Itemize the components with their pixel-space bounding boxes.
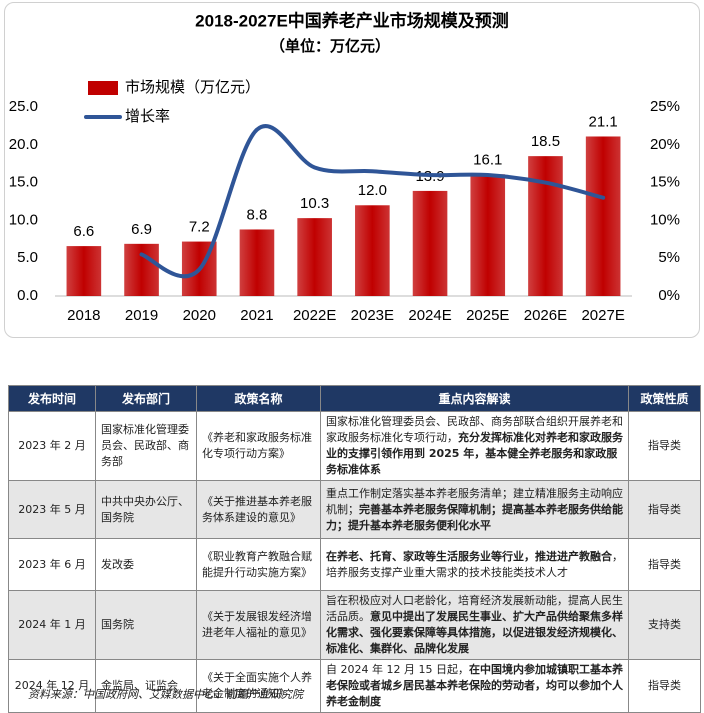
x-tick-label: 2024E — [408, 307, 451, 324]
content-text: 意见中提出了发展民生事业、扩大产品供给聚焦多样化需求、强化要素保障等具体措施，以… — [326, 610, 623, 655]
y2-tick-label: 0% — [658, 287, 680, 304]
name-cell: 《养老和家政服务标准化专项行动方案》 — [196, 411, 321, 481]
x-tick-label: 2027E — [581, 307, 624, 324]
y2-tick-label: 10% — [650, 211, 680, 228]
y2-tick-label: 15% — [650, 174, 680, 191]
bar — [66, 246, 102, 296]
content-text: 在养老、托育、家政等生活服务业等行业，推进进产教融合 — [326, 549, 612, 563]
source-note: 资料来源：中国政府网、艾媒数据中心、前瞻产业研究院 — [28, 688, 303, 701]
y-tick-label: 20.0 — [9, 136, 38, 153]
bar — [297, 218, 332, 296]
legend-swatch — [88, 81, 118, 95]
bar — [470, 174, 506, 296]
y-tick-label: 10.0 — [9, 211, 38, 228]
x-tick-label: 2026E — [524, 307, 567, 324]
name-cell: 《职业教育产教融合赋能提升行动实施方案》 — [196, 538, 321, 591]
chart-title: 2018-2027E中国养老产业市场规模及预测 — [195, 10, 509, 30]
table-row: 2023 年 6 月发改委 《职业教育产教融合赋能提升行动实施方案》 在养老、托育、… — [8, 538, 701, 591]
y2-tick-label: 25% — [650, 98, 680, 115]
content-cell: 自 2024 年 12 月 15 日起，在中国境内参加城镇职工基本养老保险或者城… — [320, 659, 629, 713]
content-cell: 旨在积极应对人口老龄化，培育经济发展新动能，提高人民生活品质。意见中提出了发展民… — [320, 590, 629, 660]
x-tick-label: 2019 — [125, 307, 158, 324]
content-text: 国家标准化管理委员会、民政部、商务部联合组织开展养老和家政服务标准化专项行动， — [326, 415, 623, 444]
content-cell: 在养老、托育、家政等生活服务业等行业，推进进产教融合，培养服务支撑产业重大需求的… — [320, 538, 629, 591]
table-row: 2024 年 1 月国务院 《关于发展银发经济增进老年人福祉的意见》 旨在积极应对人… — [8, 590, 701, 660]
bar-value-label: 18.5 — [531, 133, 560, 150]
dept-cell: 国家标准化管理委员会、民政部、商务部 — [95, 411, 197, 481]
bar — [585, 136, 621, 296]
nature-cell: 指导类 — [628, 411, 701, 481]
dept-cell: 国务院 — [95, 590, 197, 660]
policy-table: 发布时间 发布部门 政策名称 重点内容解读 政策性质 2023 年 2 月国家标准化管理… — [8, 385, 701, 713]
content-cell: 重点工作制定落实基本养老服务清单；建立精准服务主动响应机制；完善基本养老服务保障… — [320, 480, 629, 539]
chart-frame — [4, 2, 700, 338]
nature-cell: 支持类 — [628, 590, 701, 660]
y-tick-label: 5.0 — [17, 249, 38, 266]
name-cell: 《关于推进基本养老服务体系建设的意见》 — [196, 480, 321, 539]
dept-cell: 金监局、证监会 — [95, 659, 197, 713]
header-cell: 发布部门 — [95, 385, 197, 412]
bar-value-label: 21.1 — [589, 113, 618, 130]
legend-label: 增长率 — [125, 108, 170, 125]
nature-cell: 指导类 — [628, 538, 701, 591]
content-text: 充分发挥标准化对养老和家政服务业的支撑引领作用到 2025 年，基本健全养老服务… — [326, 431, 623, 476]
header-cell: 发布时间 — [8, 385, 96, 412]
chart: 2018-2027E中国养老产业市场规模及预测 （单位：万亿元） 0.0 5.0 1… — [9, 10, 680, 324]
bar-value-label: 12.0 — [358, 182, 387, 199]
content-cell: 国家标准化管理委员会、民政部、商务部联合组织开展养老和家政服务标准化专项行动，充… — [320, 411, 629, 481]
header-cell: 政策名称 — [196, 385, 321, 412]
y-tick-label: 0.0 — [17, 287, 38, 304]
x-tick-label: 2023E — [351, 307, 394, 324]
header-cell: 重点内容解读 — [320, 385, 629, 412]
bar — [355, 205, 390, 296]
content-text: ，培养服务支撑产业重大需求的技术技能类技术人才 — [326, 549, 623, 579]
bar-value-label: 6.9 — [131, 221, 152, 238]
bar — [239, 229, 275, 296]
legend-label: 市场规模（万亿元） — [125, 79, 260, 96]
table-row: 2023 年 2 月国家标准化管理委员会、民政部、商务部 《养老和家政服务标准化专… — [8, 411, 701, 481]
x-tick-label: 2025E — [466, 307, 509, 324]
dept-cell: 中共中央办公厅、国务院 — [95, 480, 197, 539]
nature-cell: 指导类 — [628, 480, 701, 539]
y2-tick-label: 20% — [650, 136, 680, 153]
bar — [412, 190, 448, 296]
bar-value-label: 16.1 — [473, 151, 502, 168]
content-text: 在中国境内参加城镇职工基本养老保险或者城乡居民基本养老保险的劳动者，均可以参加个… — [326, 663, 623, 708]
table-row: 2023 年 5 月中共中央办公厅、国务院 《关于推进基本养老服务体系建设的意见》… — [8, 480, 701, 539]
x-tick-label: 2018 — [67, 307, 100, 324]
content-text: 自 2024 年 12 月 15 日起， — [326, 663, 469, 676]
date-cell: 2023 年 5 月 — [8, 480, 96, 539]
bar-value-label: 10.3 — [300, 195, 329, 212]
header-cell: 政策性质 — [628, 385, 701, 412]
date-cell: 2024 年 1 月 — [8, 590, 96, 660]
content-text: 重点工作制定落实基本养老服务清单；建立精准服务主动响应机制； — [326, 486, 623, 516]
bar-value-label: 8.8 — [247, 206, 268, 223]
y-tick-label: 25.0 — [9, 98, 38, 115]
bar-value-label: 6.6 — [73, 223, 94, 240]
x-tick-label: 2022E — [293, 307, 336, 324]
y-tick-label: 15.0 — [9, 174, 38, 191]
x-tick-label: 2020 — [183, 307, 216, 324]
y2-tick-label: 5% — [658, 249, 680, 266]
date-cell: 2023 年 2 月 — [8, 411, 96, 481]
bar — [124, 243, 159, 296]
date-cell: 2023 年 6 月 — [8, 538, 96, 591]
bar-value-label: 7.2 — [189, 219, 210, 236]
content-text: 完善基本养老服务保障机制；提高基本养老服务供给能力；提升基本养老服务便利化水平 — [326, 502, 623, 532]
name-cell: 《关于发展银发经济增进老年人福祉的意见》 — [196, 590, 321, 660]
growth-line — [139, 124, 606, 279]
content-text: 旨在积极应对人口老龄化，培育经济发展新动能，提高人民生活品质。 — [326, 594, 623, 623]
chart-subtitle: （单位：万亿元） — [270, 37, 390, 55]
bar — [528, 156, 563, 296]
dept-cell: 发改委 — [95, 538, 197, 591]
date-cell: 2024 年 12 月 — [8, 659, 96, 713]
x-tick-label: 2021 — [240, 307, 273, 324]
nature-cell: 指导类 — [628, 659, 701, 713]
